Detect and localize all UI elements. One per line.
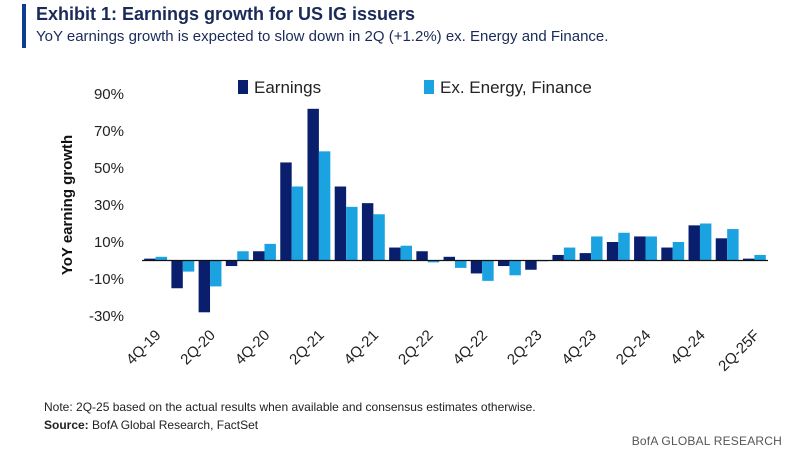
x-tick-label: 2Q-23 <box>504 327 546 369</box>
x-tick-label: 4Q-23 <box>558 327 600 369</box>
bar-earnings <box>280 162 292 261</box>
bar-ex-energy-finance <box>182 260 195 272</box>
bar-ex-energy-finance <box>291 186 304 261</box>
x-tick-label: 2Q-20 <box>177 327 219 369</box>
bar-earnings <box>443 256 455 261</box>
bar-ex-energy-finance <box>699 223 712 261</box>
brand-label: BofA GLOBAL RESEARCH <box>631 434 782 448</box>
title-accent-bar <box>22 4 26 48</box>
bar-earnings <box>225 260 238 267</box>
bar-earnings <box>552 254 564 261</box>
x-tick-label: 4Q-24 <box>667 327 709 369</box>
bar-ex-energy-finance <box>210 260 222 287</box>
bar-earnings <box>715 238 728 261</box>
source-label: Source: <box>44 418 89 432</box>
bar-earnings <box>198 260 211 313</box>
bar-earnings <box>361 203 374 261</box>
bar-earnings <box>606 242 619 261</box>
bar-ex-energy-finance <box>672 242 685 261</box>
bar-ex-energy-finance <box>318 151 331 261</box>
y-tick-label: 70% <box>94 123 124 140</box>
bar-ex-energy-finance <box>427 260 440 263</box>
bar-earnings <box>307 108 319 261</box>
y-tick-label: 90% <box>94 86 124 103</box>
bar-earnings <box>144 258 156 261</box>
bar-ex-energy-finance <box>645 236 657 261</box>
bar-earnings <box>742 258 755 261</box>
bar-ex-energy-finance <box>727 229 739 261</box>
bar-earnings <box>253 251 265 261</box>
y-tick-label: 10% <box>94 234 124 251</box>
chart-source: Source: BofA Global Research, FactSet <box>44 418 258 432</box>
bar-earnings <box>334 186 347 261</box>
legend-label: Ex. Energy, Finance <box>440 78 592 97</box>
bar-earnings <box>389 247 401 261</box>
bar-ex-energy-finance <box>509 260 521 276</box>
bar-earnings <box>525 260 537 270</box>
source-text: BofA Global Research, FactSet <box>92 418 259 432</box>
bar-ex-energy-finance <box>563 247 576 261</box>
bar-chart: -30% -10% 10% 30% 50% 70% 90% YoY earning growt… <box>59 78 768 375</box>
bar-ex-energy-finance <box>346 206 358 261</box>
bar-ex-energy-finance <box>264 243 276 261</box>
x-tick-label: 4Q-21 <box>341 327 383 369</box>
bar-ex-energy-finance <box>618 232 630 261</box>
bar-ex-energy-finance <box>155 256 168 261</box>
bar-earnings <box>579 253 592 261</box>
bar-earnings <box>688 225 700 261</box>
bar-ex-energy-finance <box>237 251 249 261</box>
legend-swatch <box>424 80 434 94</box>
chart-note: Note: 2Q-25 based on the actual results … <box>44 400 536 414</box>
legend-label: Earnings <box>254 78 321 97</box>
x-tick-label: 2Q-25F <box>715 327 763 375</box>
chart-title: Exhibit 1: Earnings growth for US IG iss… <box>36 4 416 24</box>
bar-ex-energy-finance <box>754 254 766 261</box>
y-tick-label: -10% <box>89 271 124 288</box>
x-tick-label: 2Q-21 <box>286 327 328 369</box>
bar-ex-energy-finance <box>591 236 603 261</box>
bar-ex-energy-finance <box>400 245 412 261</box>
y-tick-label: 50% <box>94 160 124 177</box>
legend-swatch <box>238 80 248 94</box>
bar-earnings <box>634 236 646 261</box>
bar-ex-energy-finance <box>373 214 385 261</box>
x-tick-label: 4Q-19 <box>123 327 165 369</box>
bar-ex-energy-finance <box>482 260 494 281</box>
x-tick-label: 4Q-22 <box>450 327 492 369</box>
x-tick-label: 2Q-22 <box>395 327 437 369</box>
bar-earnings <box>416 251 428 261</box>
x-tick-label: 2Q-24 <box>613 327 655 369</box>
y-tick-label: 30% <box>94 197 124 214</box>
bar-earnings <box>171 260 183 289</box>
bar-ex-energy-finance <box>455 260 467 268</box>
bar-earnings <box>661 247 673 261</box>
bar-earnings <box>470 260 483 274</box>
x-tick-label: 4Q-20 <box>232 327 274 369</box>
chart-subtitle: YoY earnings growth is expected to slow … <box>36 28 609 45</box>
y-axis-label: YoY earning growth <box>59 135 76 275</box>
y-tick-label: -30% <box>89 308 124 325</box>
bar-earnings <box>498 260 510 267</box>
